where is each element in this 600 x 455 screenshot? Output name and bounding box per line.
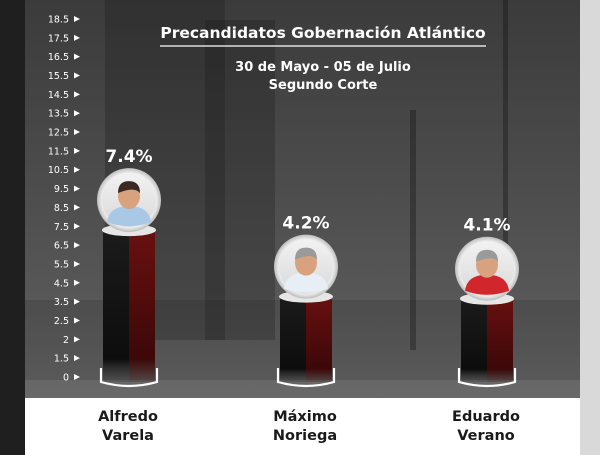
y-tick-arrow bbox=[74, 147, 80, 154]
y-tick-label: 7.5 bbox=[54, 222, 69, 233]
y-tick-label: 1.5 bbox=[54, 354, 69, 365]
y-tick-label: 8.5 bbox=[54, 203, 69, 214]
y-tick-label: 12.5 bbox=[48, 128, 69, 139]
candidate-name-line: Noriega bbox=[273, 428, 337, 444]
portrait-shirt bbox=[284, 272, 328, 293]
y-tick-arrow bbox=[74, 204, 80, 211]
candidate-names-layer: Alfredo Varela Máximo Noriega Eduardo Verano bbox=[98, 409, 520, 444]
bar-1 bbox=[99, 228, 159, 388]
portrait-hair bbox=[295, 247, 317, 260]
y-tick-label: 16.5 bbox=[48, 52, 69, 63]
value-labels-layer: 7.4% 4.2% 4.1% bbox=[105, 147, 510, 236]
y-tick-label: 2 bbox=[63, 335, 69, 346]
bar-front bbox=[103, 228, 129, 382]
bar-front bbox=[461, 296, 487, 382]
y-tick-arrow bbox=[74, 166, 80, 173]
candidate-name-line: Verano bbox=[457, 428, 515, 444]
y-tick-arrow bbox=[74, 374, 80, 380]
chart-subtitle-round: Segundo Corte bbox=[269, 78, 378, 93]
y-tick-label: 0 bbox=[63, 373, 69, 384]
bar-2 bbox=[276, 294, 336, 388]
y-tick-arrow bbox=[74, 242, 80, 249]
portrait-shirt bbox=[107, 206, 151, 227]
y-tick-arrow bbox=[74, 91, 80, 98]
y-tick-label: 2.5 bbox=[54, 316, 69, 327]
y-tick-arrow bbox=[74, 260, 80, 267]
chart-title: Precandidatos Gobernación Atlántico bbox=[160, 24, 485, 42]
y-tick-arrow bbox=[74, 34, 80, 41]
y-tick-arrow bbox=[74, 223, 80, 230]
names-panel bbox=[25, 398, 580, 455]
y-tick-arrow bbox=[74, 110, 80, 117]
candidate-name-line: Eduardo bbox=[452, 409, 520, 425]
avatars-layer bbox=[97, 168, 519, 305]
y-tick-label: 14.5 bbox=[48, 90, 69, 101]
y-tick-label: 15.5 bbox=[48, 71, 69, 82]
y-tick-arrow bbox=[74, 53, 80, 60]
portrait-shirt bbox=[465, 274, 509, 295]
y-tick-arrow bbox=[74, 72, 80, 79]
value-label: 4.2% bbox=[282, 214, 329, 234]
y-tick-arrow bbox=[74, 355, 80, 362]
bar-side bbox=[306, 294, 332, 382]
y-tick-label: 6.5 bbox=[54, 241, 69, 252]
y-tick-label: 11.5 bbox=[48, 146, 69, 157]
y-tick-label: 3.5 bbox=[54, 297, 69, 308]
y-tick-arrow bbox=[74, 16, 80, 22]
chart-subtitle-dates: 30 de Mayo - 05 de Julio bbox=[235, 60, 411, 75]
value-label: 7.4% bbox=[105, 147, 152, 167]
candidate-photo-3 bbox=[455, 236, 519, 305]
y-tick-label: 10.5 bbox=[48, 165, 69, 176]
bar-side bbox=[129, 228, 155, 382]
y-tick-arrow bbox=[74, 185, 80, 192]
candidate-name-line: Alfredo bbox=[98, 409, 158, 425]
y-tick-label: 13.5 bbox=[48, 109, 69, 120]
portrait-hair bbox=[118, 181, 140, 194]
y-tick-label: 9.5 bbox=[54, 184, 69, 195]
y-tick-arrow bbox=[74, 129, 80, 136]
y-tick-arrow bbox=[74, 336, 80, 343]
bar-side bbox=[487, 296, 513, 382]
candidate-name-line: Máximo bbox=[273, 409, 337, 425]
bar-3 bbox=[457, 296, 517, 388]
portrait-hair bbox=[476, 249, 498, 262]
y-tick-label: 18.5 bbox=[48, 15, 69, 26]
candidate-photo-1 bbox=[97, 168, 161, 237]
right-border bbox=[580, 0, 600, 455]
y-tick-label: 17.5 bbox=[48, 33, 69, 44]
y-axis: 0 1.5 2 2.5 3.5 4.5 5.5 6.5 7.5 8.5 9.5 10.5 11.5 12.… bbox=[48, 15, 80, 384]
value-label: 4.1% bbox=[463, 216, 510, 236]
y-tick-arrow bbox=[74, 298, 80, 305]
bar-base-bracket bbox=[99, 368, 159, 388]
bar-base-bracket bbox=[457, 368, 517, 388]
y-tick-label: 4.5 bbox=[54, 278, 69, 289]
candidate-name-line: Varela bbox=[102, 428, 154, 444]
candidate-photo-2 bbox=[274, 234, 338, 303]
y-tick-arrow bbox=[74, 317, 80, 324]
bars-layer bbox=[99, 228, 517, 388]
chart-header: Precandidatos Gobernación Atlántico 30 d… bbox=[160, 24, 486, 93]
left-border bbox=[0, 0, 25, 455]
y-tick-arrow bbox=[74, 279, 80, 286]
bar-base-bracket bbox=[276, 368, 336, 388]
bar-front bbox=[280, 294, 306, 382]
y-tick-label: 5.5 bbox=[54, 259, 69, 270]
